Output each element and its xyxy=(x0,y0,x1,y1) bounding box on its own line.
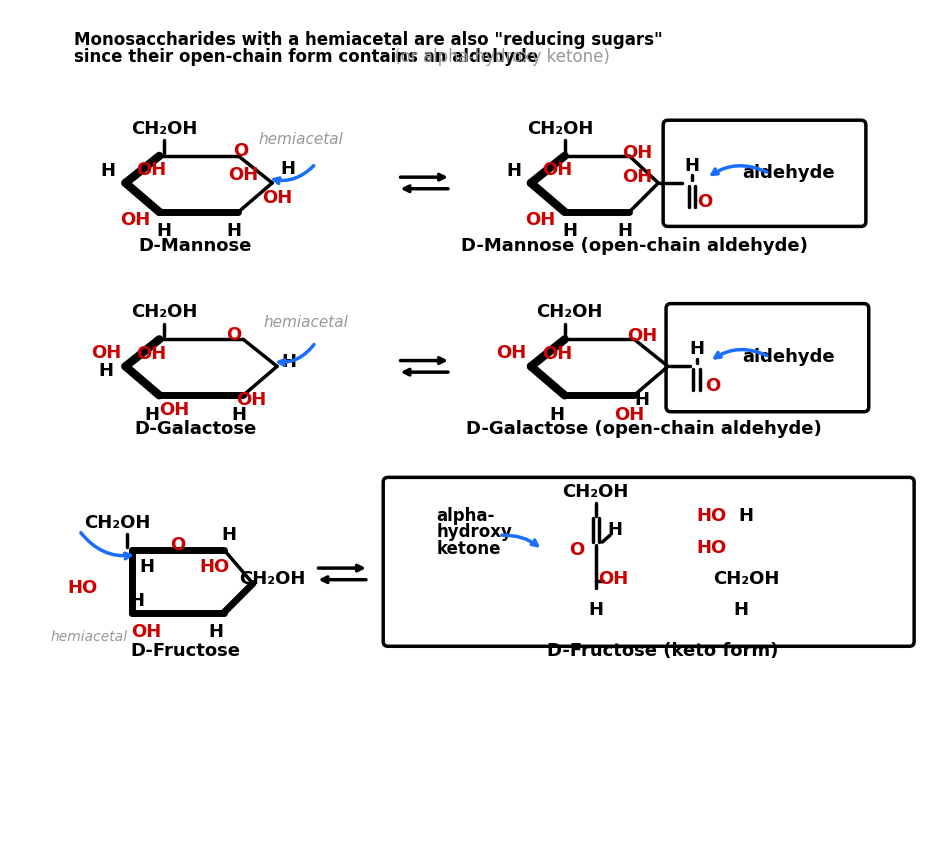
Text: OH: OH xyxy=(228,166,258,184)
Text: hemiacetal: hemiacetal xyxy=(50,630,128,644)
Text: OH: OH xyxy=(622,144,652,162)
Text: H: H xyxy=(221,526,236,544)
Text: CH₂OH: CH₂OH xyxy=(527,120,593,138)
Text: (or alpha-hydroxy ketone): (or alpha-hydroxy ketone) xyxy=(390,48,610,67)
Text: OH: OH xyxy=(622,168,652,186)
Text: D-Mannose: D-Mannose xyxy=(138,237,252,255)
Text: OH: OH xyxy=(614,405,644,423)
Text: H: H xyxy=(144,405,159,423)
Text: CH₂OH: CH₂OH xyxy=(536,303,603,321)
Text: since their open-chain form contains an aldehyde: since their open-chain form contains an … xyxy=(75,48,538,67)
Text: H: H xyxy=(98,362,114,380)
Text: H: H xyxy=(588,600,604,619)
Text: CH₂OH: CH₂OH xyxy=(713,569,780,588)
Text: alpha-: alpha- xyxy=(436,507,495,525)
Text: O: O xyxy=(233,142,248,160)
Text: OH: OH xyxy=(131,623,162,641)
Text: HO: HO xyxy=(696,539,727,556)
Text: H: H xyxy=(139,558,154,576)
Text: CH₂OH: CH₂OH xyxy=(563,483,629,501)
Text: OH: OH xyxy=(542,345,572,363)
Text: OH: OH xyxy=(159,401,189,419)
Text: OH: OH xyxy=(598,569,628,588)
Text: H: H xyxy=(209,623,224,641)
Text: H: H xyxy=(506,162,521,181)
Text: H: H xyxy=(550,405,565,423)
Text: aldehyde: aldehyde xyxy=(743,347,835,365)
Text: ketone: ketone xyxy=(436,540,500,558)
Text: HO: HO xyxy=(200,558,230,576)
Text: OH: OH xyxy=(91,344,121,362)
Text: OH: OH xyxy=(136,345,166,363)
Text: HO: HO xyxy=(67,580,97,597)
Text: HO: HO xyxy=(696,507,727,525)
Text: D-Fructose: D-Fructose xyxy=(131,642,240,660)
Text: H: H xyxy=(617,222,632,240)
Text: H: H xyxy=(733,600,748,619)
Text: H: H xyxy=(281,353,296,371)
Text: H: H xyxy=(130,592,145,610)
Text: CH₂OH: CH₂OH xyxy=(131,120,198,138)
Text: OH: OH xyxy=(236,391,266,410)
Text: OH: OH xyxy=(120,211,150,229)
Text: OH: OH xyxy=(262,189,292,207)
Text: CH₂OH: CH₂OH xyxy=(84,514,151,531)
Text: H: H xyxy=(226,222,241,240)
Text: H: H xyxy=(562,222,577,240)
Text: hemiacetal: hemiacetal xyxy=(259,132,343,147)
Text: O: O xyxy=(697,194,712,212)
Text: O: O xyxy=(569,541,584,559)
Text: H: H xyxy=(100,162,115,181)
Text: H: H xyxy=(231,405,246,423)
Text: OH: OH xyxy=(136,162,166,180)
Text: H: H xyxy=(739,507,754,525)
Text: D-Mannose (open-chain aldehyde): D-Mannose (open-chain aldehyde) xyxy=(461,237,808,255)
Text: H: H xyxy=(157,222,171,240)
Text: OH: OH xyxy=(542,162,572,180)
Text: H: H xyxy=(280,161,295,179)
Text: D-Galactose: D-Galactose xyxy=(134,420,256,438)
Text: H: H xyxy=(607,522,622,539)
Text: OH: OH xyxy=(525,211,555,229)
Text: O: O xyxy=(226,326,241,344)
Text: D-Galactose (open-chain aldehyde): D-Galactose (open-chain aldehyde) xyxy=(466,420,822,438)
Text: O: O xyxy=(705,377,720,395)
Text: D-Fructose (keto form): D-Fructose (keto form) xyxy=(548,642,779,660)
Text: OH: OH xyxy=(627,327,657,346)
Text: aldehyde: aldehyde xyxy=(743,164,835,182)
Text: Monosaccharides with a hemiacetal are also "reducing sugars": Monosaccharides with a hemiacetal are al… xyxy=(75,31,663,49)
Text: H: H xyxy=(690,340,705,358)
Text: hemiacetal: hemiacetal xyxy=(264,315,348,330)
Text: CH₂OH: CH₂OH xyxy=(239,569,306,588)
Text: hydroxy: hydroxy xyxy=(436,524,512,542)
Text: H: H xyxy=(685,156,700,175)
Text: O: O xyxy=(170,536,185,554)
Text: H: H xyxy=(635,391,649,410)
Text: OH: OH xyxy=(497,344,527,362)
Text: CH₂OH: CH₂OH xyxy=(131,303,198,321)
